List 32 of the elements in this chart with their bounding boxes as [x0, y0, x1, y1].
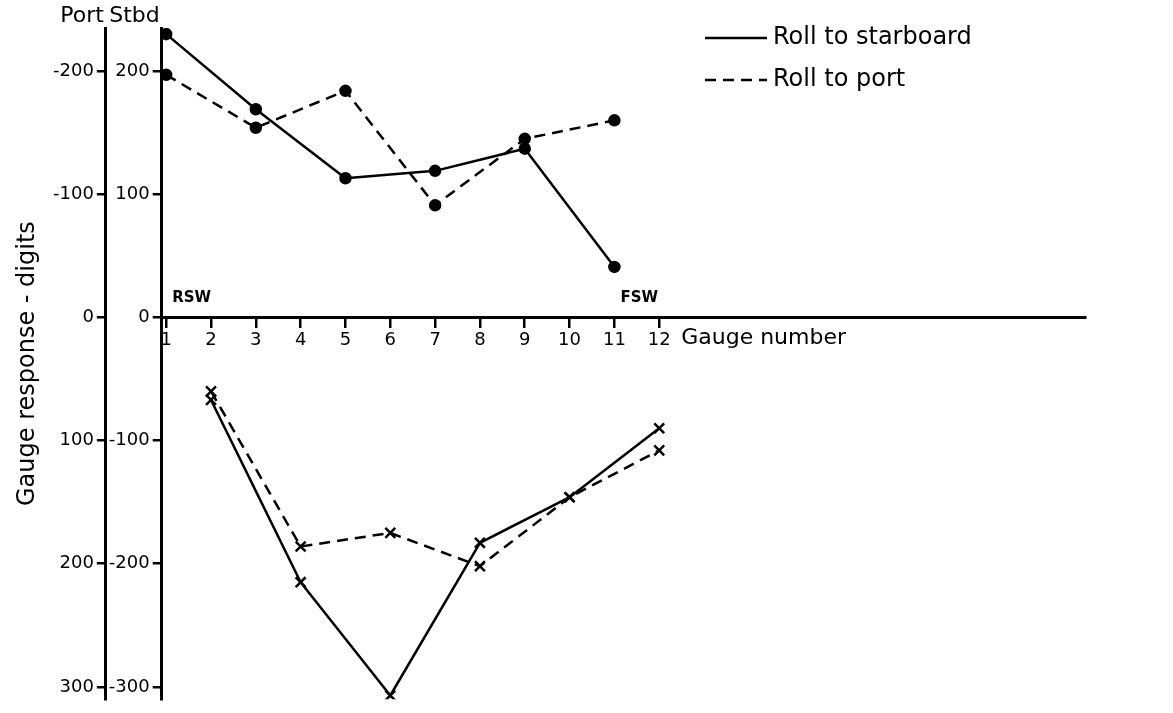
x-tick-label: 4 — [294, 327, 307, 349]
text: Port — [60, 1, 105, 27]
x-tick-label: 2 — [205, 327, 217, 349]
annotation: FSW — [620, 287, 659, 306]
text: Stbd — [109, 1, 160, 27]
y2-tick-label: 0 — [82, 305, 94, 327]
x-tick-label: 11 — [602, 327, 626, 349]
y-tick-label: -300 — [108, 674, 150, 696]
y2-tick-label: 300 — [59, 674, 94, 696]
legend-label: Roll to port — [773, 64, 906, 93]
y-tick-label: 0 — [138, 305, 150, 327]
x-tick-label: 7 — [429, 327, 441, 349]
annotation: RSW — [172, 287, 212, 306]
x-tick-label: 10 — [558, 327, 582, 349]
x-tick-label: 6 — [384, 327, 397, 349]
y-tick-label: -100 — [108, 428, 150, 450]
y2-axis-title: Gauge response - digits — [12, 221, 41, 506]
x-tick-label: 8 — [474, 327, 486, 349]
y-tick-label: 100 — [115, 181, 150, 203]
legend-label: Roll to starboard — [773, 22, 972, 51]
y2-tick-label: -200 — [52, 58, 94, 80]
y-tick-label: -200 — [108, 551, 150, 573]
x-tick-label: 1 — [160, 327, 172, 349]
y2-tick-label: 100 — [59, 428, 94, 450]
y2-tick-label: 200 — [59, 551, 94, 573]
x-tick-label: 3 — [250, 327, 262, 349]
y-tick-label: 200 — [115, 58, 150, 80]
y2-tick-label: -100 — [52, 181, 94, 203]
x-tick-label: 5 — [339, 327, 352, 349]
x-axis-title: Gauge number — [681, 324, 847, 350]
x-tick-label: 12 — [647, 327, 671, 349]
x-tick-label: 9 — [519, 327, 531, 349]
